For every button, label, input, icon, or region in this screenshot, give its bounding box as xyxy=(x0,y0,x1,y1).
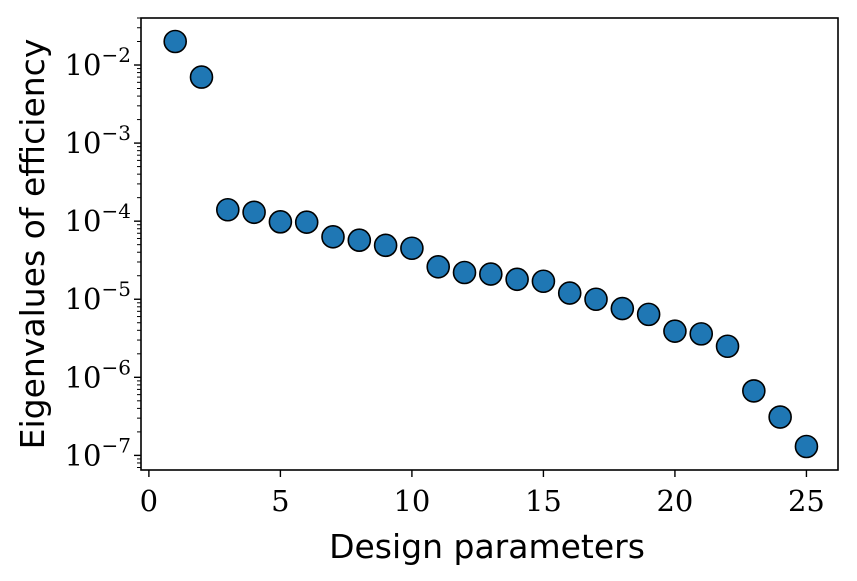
data-point xyxy=(689,322,714,346)
y-tick-label: 10−5 xyxy=(65,277,131,316)
y-tick-label-exponent: −6 xyxy=(102,355,131,379)
data-point xyxy=(163,29,187,54)
data-point xyxy=(610,296,635,321)
y-tick-label-exponent: −5 xyxy=(102,277,131,301)
y-tick-label: 10−6 xyxy=(65,355,131,394)
y-tick-label: 10−3 xyxy=(65,121,131,160)
data-point xyxy=(794,434,819,459)
x-tick-label: 15 xyxy=(525,484,562,518)
y-tick-label-exponent: −2 xyxy=(102,43,131,67)
data-point xyxy=(557,281,582,305)
plot-frame xyxy=(140,17,839,471)
x-tick-label: 0 xyxy=(140,484,158,518)
data-point xyxy=(294,210,319,234)
data-points xyxy=(163,29,819,459)
data-point xyxy=(636,302,661,327)
y-tick-label: 10−2 xyxy=(65,43,131,82)
data-point xyxy=(189,65,214,89)
y-tick-label: 10−7 xyxy=(65,433,131,472)
y-tick-label-exponent: −7 xyxy=(102,433,131,457)
y-tick-label-exponent: −3 xyxy=(102,121,131,145)
data-point xyxy=(242,200,266,225)
data-point xyxy=(505,267,529,292)
x-tick-label: 20 xyxy=(656,484,693,518)
y-tick-label-base: 10 xyxy=(65,360,102,394)
data-point xyxy=(347,228,372,253)
data-point xyxy=(663,319,687,343)
x-tick-label: 25 xyxy=(788,484,825,518)
data-point xyxy=(479,262,503,286)
data-point xyxy=(426,255,451,279)
plot-background xyxy=(141,18,838,470)
data-point xyxy=(400,236,424,261)
y-tick-label: 10−4 xyxy=(65,199,131,238)
data-point xyxy=(584,287,608,312)
y-tick-label-base: 10 xyxy=(65,48,102,82)
data-point xyxy=(215,197,240,222)
y-tick-label-base: 10 xyxy=(65,204,102,238)
x-tick-label: 10 xyxy=(393,484,430,518)
data-point xyxy=(768,405,792,429)
data-point xyxy=(452,260,477,285)
data-point xyxy=(742,379,766,403)
y-tick-label-base: 10 xyxy=(65,438,102,472)
y-tick-label-base: 10 xyxy=(65,282,102,316)
y-tick-label-base: 10 xyxy=(65,126,102,160)
data-point xyxy=(268,210,293,234)
y-axis-title: Eigenvalues of efficiency xyxy=(13,39,52,450)
data-point xyxy=(531,269,556,294)
data-point xyxy=(715,334,740,359)
x-tick-label: 5 xyxy=(271,484,289,518)
data-point xyxy=(321,225,345,249)
x-axis-title: Design parameters xyxy=(329,527,645,566)
y-tick-label-exponent: −4 xyxy=(102,199,131,223)
data-point xyxy=(373,233,398,258)
